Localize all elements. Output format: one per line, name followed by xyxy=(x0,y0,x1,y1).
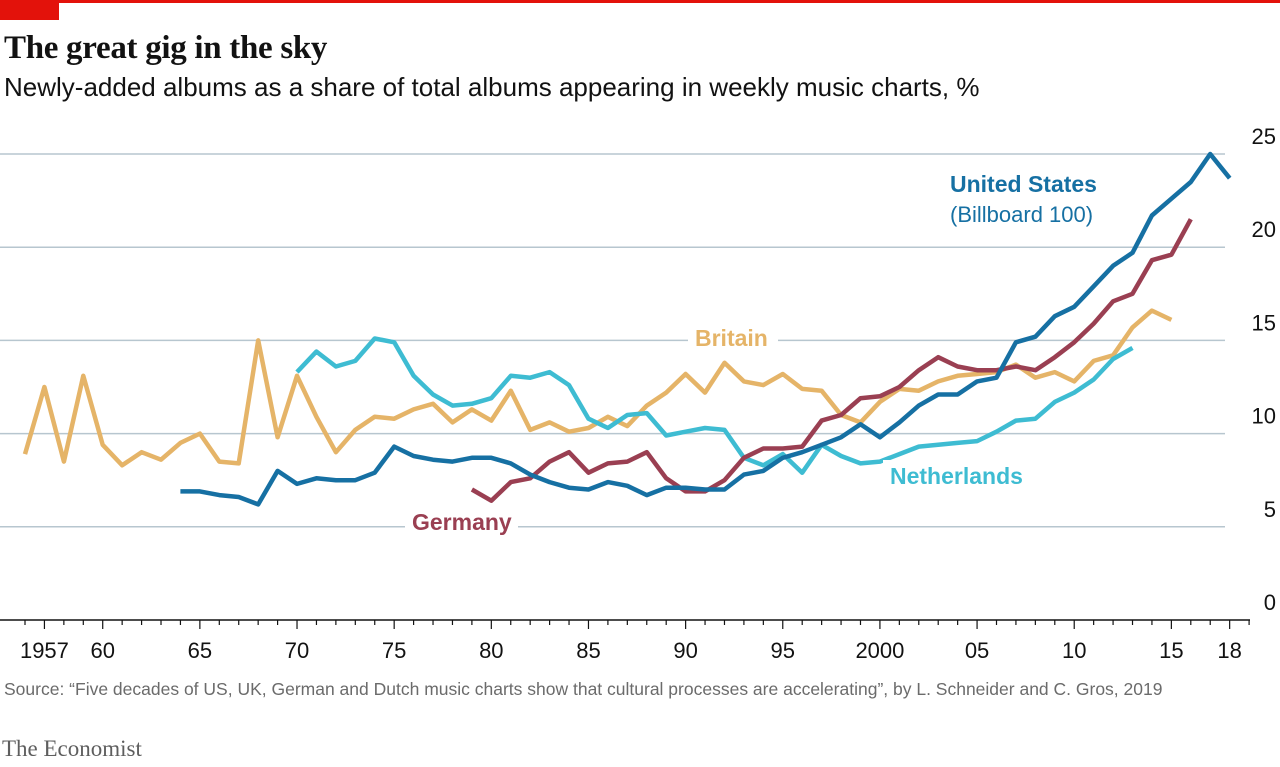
x-tick-label: 75 xyxy=(382,638,406,663)
y-tick-label: 0 xyxy=(1264,590,1276,615)
publisher-logo: The Economist xyxy=(2,736,142,761)
y-tick-label: 10 xyxy=(1252,404,1276,429)
source-note: Source: “Five decades of US, UK, German … xyxy=(4,679,1163,699)
x-tick-label: 05 xyxy=(965,638,989,663)
series-line-netherlands xyxy=(295,336,1134,475)
x-tick-label: 70 xyxy=(285,638,309,663)
y-tick-label: 25 xyxy=(1252,124,1276,149)
x-tick-label: 10 xyxy=(1062,638,1086,663)
label-germany-bg xyxy=(405,507,518,539)
label-britain-bg xyxy=(688,322,778,354)
x-tick-label: 18 xyxy=(1217,638,1241,663)
series-labels: United States (Billboard 100) Britain Ne… xyxy=(405,171,1097,539)
x-tick-label: 95 xyxy=(771,638,795,663)
x-tick-label: 1957 xyxy=(20,638,69,663)
chart-title: The great gig in the sky xyxy=(4,30,328,66)
label-britain: Britain xyxy=(695,325,768,351)
chart-subtitle: Newly-added albums as a share of total a… xyxy=(4,72,980,102)
top-rule xyxy=(0,0,1280,3)
y-tick-label: 5 xyxy=(1264,497,1276,522)
series-line-united-states xyxy=(180,151,1232,507)
x-tick-label: 85 xyxy=(576,638,600,663)
y-axis: 0 5 10 15 20 25 xyxy=(1252,124,1276,615)
x-tick-label: 60 xyxy=(90,638,114,663)
brand-tab xyxy=(0,0,59,20)
gridlines xyxy=(0,153,1225,528)
label-netherlands-bg xyxy=(883,460,1028,492)
series-group xyxy=(22,151,1232,507)
x-tick-label: 15 xyxy=(1159,638,1183,663)
x-tick-label: 2000 xyxy=(855,638,904,663)
y-tick-label: 20 xyxy=(1252,217,1276,242)
x-tick-label: 65 xyxy=(188,638,212,663)
x-tick-label: 90 xyxy=(673,638,697,663)
series-line-britain xyxy=(22,308,1173,468)
y-tick-label: 15 xyxy=(1252,310,1276,335)
series-line-germany xyxy=(470,218,1193,503)
label-netherlands: Netherlands xyxy=(890,463,1023,489)
label-united-states-sub: (Billboard 100) xyxy=(950,202,1093,227)
label-united-states: United States xyxy=(950,171,1097,197)
x-axis: 1957 60 65 70 75 80 85 90 95 2000 05 10 15 18 xyxy=(0,619,1250,663)
label-germany: Germany xyxy=(412,509,512,535)
x-tick-label: 80 xyxy=(479,638,503,663)
